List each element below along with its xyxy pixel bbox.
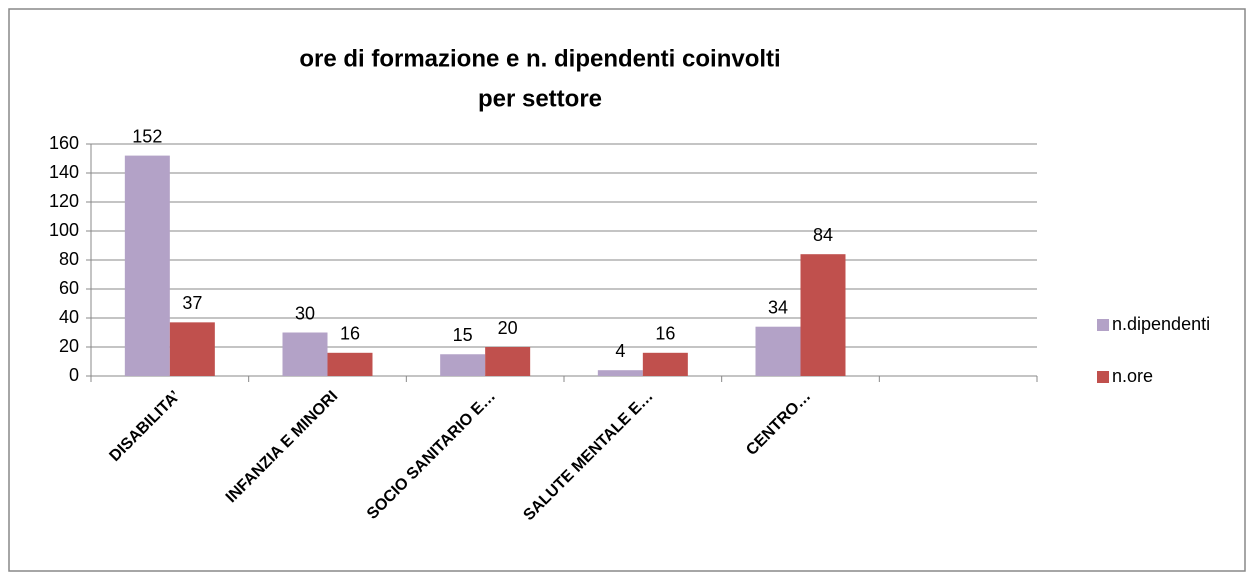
legend-label: n.ore <box>1112 366 1153 386</box>
data-label: 30 <box>295 303 315 323</box>
y-tick-label: 100 <box>49 220 79 240</box>
bar <box>327 352 373 376</box>
bar <box>485 347 531 376</box>
data-label: 4 <box>615 341 625 361</box>
legend-swatch <box>1097 371 1109 383</box>
chart-border <box>8 8 1246 572</box>
y-tick-label: 0 <box>69 365 79 385</box>
bar <box>755 326 801 376</box>
y-tick-label: 140 <box>49 162 79 182</box>
bar <box>440 354 486 376</box>
data-label: 152 <box>132 126 162 146</box>
bar <box>282 332 328 376</box>
bar <box>597 370 643 376</box>
bar <box>642 352 688 376</box>
data-label: 16 <box>655 324 675 344</box>
y-tick-label: 20 <box>59 336 79 356</box>
bar <box>169 322 215 376</box>
chart-title: ore di formazione e n. dipendenti coinvo… <box>299 45 780 72</box>
data-label: 20 <box>498 318 518 338</box>
data-label: 15 <box>453 325 473 345</box>
data-label: 84 <box>813 225 833 245</box>
y-tick-label: 160 <box>49 133 79 153</box>
legend-label: n.dipendenti <box>1112 314 1210 334</box>
bar <box>124 155 170 376</box>
y-tick-label: 60 <box>59 278 79 298</box>
chart-title: per settore <box>478 85 602 112</box>
data-label: 16 <box>340 324 360 344</box>
legend-swatch <box>1097 319 1109 331</box>
y-tick-label: 40 <box>59 307 79 327</box>
data-label: 37 <box>182 293 202 313</box>
data-label: 34 <box>768 297 788 317</box>
y-tick-label: 120 <box>49 191 79 211</box>
bar <box>800 254 846 376</box>
y-tick-label: 80 <box>59 249 79 269</box>
